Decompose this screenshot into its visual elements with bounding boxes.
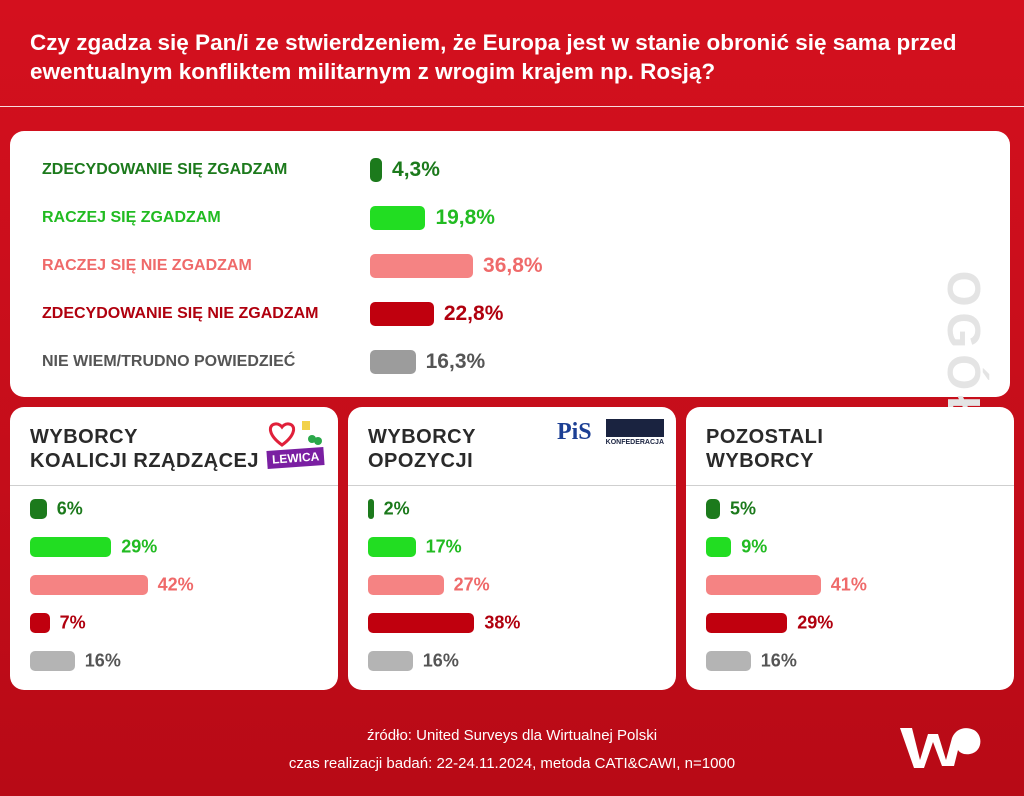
bar: [368, 499, 374, 519]
group-panel: WYBORCY OPOZYCJI PiS KONFEDERACJA 2% 17% 27% 38…: [348, 407, 676, 690]
value-label: 22,8%: [443, 302, 504, 325]
divider: [348, 485, 676, 486]
value-label: 36,8%: [483, 254, 543, 277]
bar: [706, 537, 732, 557]
bar: [30, 613, 50, 633]
party-logo: LEWICA: [266, 447, 326, 469]
panel-title-line: POZOSTALI: [706, 426, 824, 448]
headline: Czy zgadza się Pan/i ze stwierdzeniem, ż…: [30, 30, 957, 84]
coalition-icons: [268, 421, 322, 447]
bar: [370, 254, 474, 278]
category-label: ZDECYDOWANIE SIĘ ZGADZAM: [42, 161, 288, 178]
party-logo: KONFEDERACJA: [605, 419, 664, 446]
bar: [368, 537, 416, 557]
heart-icon: [268, 422, 296, 447]
method-note: czas realizacji badań: 22-24.11.2024, me…: [288, 755, 736, 772]
category-label: RACZEJ SIĘ ZGADZAM: [42, 209, 221, 226]
value-label: 2%: [383, 498, 410, 519]
panel-title-line: WYBORCY: [706, 450, 814, 472]
bar: [368, 575, 444, 595]
panel-title: POZOSTALI WYBORCY: [706, 425, 936, 473]
value-label: 16%: [422, 650, 459, 671]
panel-title-line: OPOZYCJI: [368, 450, 474, 472]
wp-logo: [900, 728, 981, 768]
value-label: 9%: [741, 536, 768, 557]
group-panel: POZOSTALI WYBORCY 5% 9% 41% 29% 16%: [686, 407, 1014, 690]
bar: [706, 651, 751, 671]
bar: [370, 158, 383, 182]
divider: [0, 106, 1024, 107]
value-label: 42%: [157, 574, 194, 595]
value-label: 7%: [59, 612, 86, 633]
bar: [706, 613, 788, 633]
category-label: NIE WIEM/TRUDNO POWIEDZIEĆ: [42, 353, 296, 370]
bar: [368, 613, 475, 633]
panel-title-line: KOALICJI RZĄDZĄCEJ: [30, 450, 260, 472]
value-label: 17%: [425, 536, 462, 557]
logo-shape: [900, 728, 981, 768]
value-label: 41%: [830, 574, 867, 595]
clover-icon: [314, 437, 322, 445]
bar: [30, 651, 75, 671]
bar: [370, 350, 416, 374]
value-label: 5%: [730, 498, 757, 519]
panel-title-line: WYBORCY: [30, 426, 138, 448]
value-label: 27%: [453, 574, 490, 595]
flag-icon: [302, 421, 310, 430]
value-label: 6%: [56, 498, 83, 519]
value-label: 19,8%: [435, 206, 495, 229]
panel-title: WYBORCY KOALICJI RZĄDZĄCEJ: [30, 425, 260, 473]
category-label: ZDECYDOWANIE SIĘ NIE ZGADZAM: [42, 305, 319, 322]
value-label: 29%: [121, 536, 158, 557]
source: źródło: United Surveys dla Wirtualnej Po…: [366, 727, 658, 744]
bar: [30, 537, 112, 557]
bar: [706, 575, 821, 595]
party-logo: PiS: [556, 419, 592, 445]
value-label: 16,3%: [425, 350, 486, 373]
value-label: 4,3%: [392, 158, 440, 181]
panel-title-line: WYBORCY: [368, 426, 476, 448]
bar: [370, 206, 426, 230]
logos: LEWICA: [266, 419, 326, 469]
category-label: RACZEJ SIĘ NIE ZGADZAM: [42, 257, 252, 274]
group-panel: WYBORCY KOALICJI RZĄDZĄCEJ LEWICA 6% 29% 42% 7…: [10, 407, 338, 690]
bar: [368, 651, 413, 671]
bar: [706, 499, 720, 519]
bar: [30, 499, 47, 519]
logos: PiS KONFEDERACJA: [557, 419, 664, 446]
overall-panel: ZDECYDOWANIE SIĘ ZGADZAM 4,3% RACZEJ SIĘ Z…: [10, 131, 1010, 511]
divider: [686, 485, 1014, 486]
value-label: 16%: [760, 650, 797, 671]
panel-title: WYBORCY OPOZYCJI: [368, 425, 598, 473]
value-label: 29%: [797, 612, 834, 633]
bar: [370, 302, 434, 326]
divider: [10, 485, 338, 486]
value-label: 16%: [84, 650, 121, 671]
bar: [30, 575, 148, 595]
value-label: 38%: [484, 612, 521, 633]
